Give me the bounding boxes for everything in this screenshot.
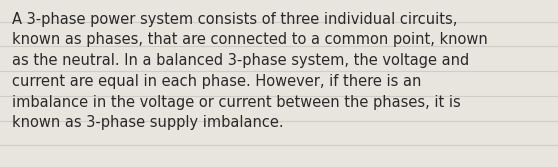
Text: A 3-phase power system consists of three individual circuits,
known as phases, t: A 3-phase power system consists of three… (12, 12, 488, 130)
